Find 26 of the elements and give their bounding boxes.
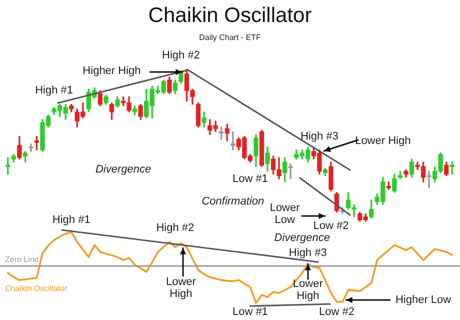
annotation: High #3 [300,130,338,142]
annotation: Higher High [82,64,141,77]
candlestick [28,144,34,152]
annotation: Lower Low [270,202,300,226]
text: Low #1 [232,306,268,318]
annotation: Lower High [166,276,196,300]
chart-title: Chaikin Oscillator [147,4,313,28]
annotation: Low #1 [232,172,268,185]
chart-subtitle: Daily Chart - ETF [198,33,262,42]
annotation: High #3 [288,247,327,260]
candlestick [426,170,432,188]
annotation: Low #2 [313,220,349,232]
series-label: Chaikin Oscillator [5,284,68,294]
annotation: High #1 [35,84,73,97]
annotation: Divergence [95,164,152,176]
text: High #2 [162,50,200,62]
annotation: Higher Low [395,294,452,306]
annotation: Lower High [355,134,411,147]
candlestick [288,163,293,180]
annotation: High #2 [156,222,194,234]
annotation: Confirmation [202,196,264,208]
ref-line-label: Zero Line [5,255,40,264]
annotation: Lower High [292,278,324,302]
annotation: High #1 [52,214,90,226]
annotation: Divergence [274,232,330,244]
text: Low #2 [318,306,354,318]
